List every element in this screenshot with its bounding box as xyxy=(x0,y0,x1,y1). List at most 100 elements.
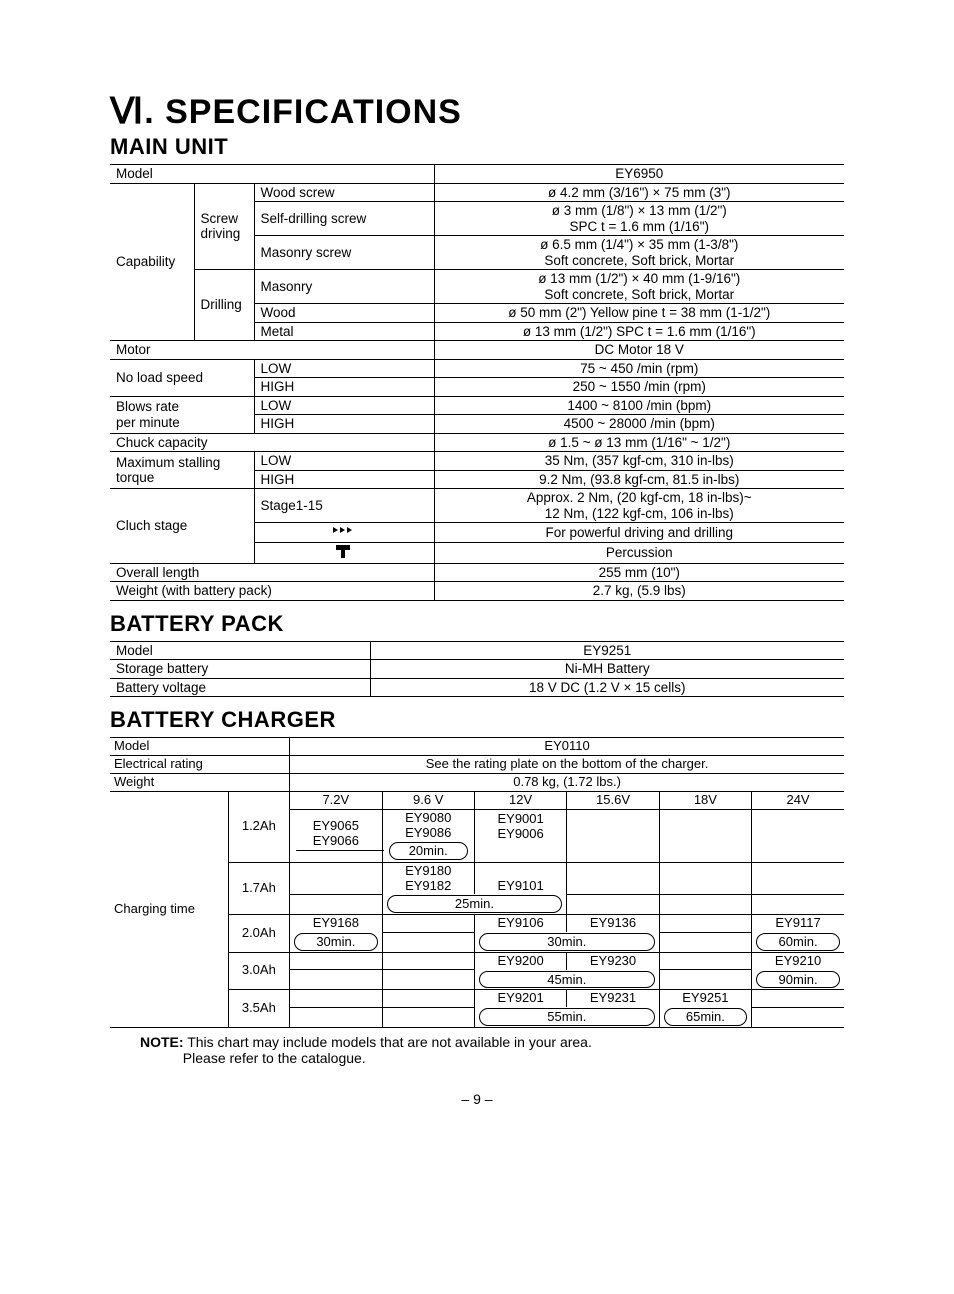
label-low: LOW xyxy=(254,359,434,378)
label-wood-screw: Wood screw xyxy=(254,183,434,202)
label-max-stall: Maximum stallingtorque xyxy=(110,452,254,489)
cell xyxy=(659,862,751,894)
cell xyxy=(290,990,382,1007)
battery-charger-heading: BATTERY CHARGER xyxy=(110,707,844,733)
cell: EY9136 xyxy=(567,915,659,932)
drill-icon xyxy=(254,523,434,542)
label-bp-model: Model xyxy=(110,641,370,660)
label-electrical: Electrical rating xyxy=(110,756,290,774)
value-drill-icon: For powerful driving and drilling xyxy=(434,523,844,542)
value-storage: Ni-MH Battery xyxy=(370,660,844,679)
value-electrical: See the rating plate on the bottom of th… xyxy=(290,756,844,774)
time-bubble: 30min. xyxy=(294,933,377,951)
cell: EY9168 xyxy=(290,915,382,932)
time-bubble: 65min. xyxy=(664,1008,747,1026)
label-30ah: 3.0Ah xyxy=(228,952,290,990)
cell xyxy=(382,952,474,969)
cell xyxy=(659,932,751,952)
cell: 30min. xyxy=(474,932,659,952)
value-br-high: 4500 ~ 28000 /min (bpm) xyxy=(434,415,844,434)
time-bubble: 25min. xyxy=(387,895,563,913)
value-model: EY6950 xyxy=(434,165,844,184)
cell: 65min. xyxy=(659,1007,751,1027)
cell xyxy=(659,970,751,990)
label-drilling: Drilling xyxy=(194,270,254,341)
value-bp-model: EY9251 xyxy=(370,641,844,660)
label-model: Model xyxy=(110,165,434,184)
label-masonry-screw: Masonry screw xyxy=(254,236,434,270)
cell xyxy=(382,932,474,952)
cell xyxy=(567,894,659,914)
label-masonry: Masonry xyxy=(254,270,434,304)
label-clutch: Cluch stage xyxy=(110,489,254,564)
label-charging-time: Charging time xyxy=(110,792,228,1027)
cell: 60min. xyxy=(752,932,844,952)
label-high: HIGH xyxy=(254,415,434,434)
hammer-icon xyxy=(254,542,434,563)
cell xyxy=(290,1007,382,1027)
battery-pack-heading: BATTERY PACK xyxy=(110,611,844,637)
note-label: NOTE: xyxy=(140,1034,184,1050)
cell: 30min. xyxy=(290,932,382,952)
value-metal: ø 13 mm (1/2") SPC t = 1.6 mm (1/16") xyxy=(434,322,844,341)
label-12ah: 1.2Ah xyxy=(228,792,290,862)
cell: EY9106 xyxy=(474,915,566,932)
cell xyxy=(382,1007,474,1027)
label-overall-length: Overall length xyxy=(110,563,434,582)
volt-header: 9.6 V xyxy=(382,792,474,810)
cell xyxy=(659,952,751,969)
label-stage: Stage1-15 xyxy=(254,489,434,523)
page-title: Ⅵ. SPECIFICATIONS xyxy=(110,90,844,132)
cell: EY9001EY9006 xyxy=(474,810,566,862)
cell xyxy=(752,990,844,1007)
volt-header: 24V xyxy=(752,792,844,810)
cell xyxy=(382,915,474,932)
cell: EY9080EY908620min. xyxy=(382,810,474,862)
value-masonry-screw: ø 6.5 mm (1/4") × 35 mm (1-3/8")Soft con… xyxy=(434,236,844,270)
label-weight: Weight (with battery pack) xyxy=(110,582,434,601)
label-wood: Wood xyxy=(254,304,434,323)
value-overall-length: 255 mm (10") xyxy=(434,563,844,582)
cell xyxy=(382,970,474,990)
label-self-drilling: Self-drilling screw xyxy=(254,202,434,236)
volt-header: 18V xyxy=(659,792,751,810)
label-35ah: 3.5Ah xyxy=(228,990,290,1028)
label-voltage: Battery voltage xyxy=(110,678,370,697)
cell: 90min. xyxy=(752,970,844,990)
value-ms-low: 35 Nm, (357 kgf-cm, 310 in-lbs) xyxy=(434,452,844,471)
cell: EY9180EY9182 xyxy=(382,862,474,894)
cell: 45min. xyxy=(474,970,659,990)
cell: EY9201 xyxy=(474,990,566,1007)
value-wood: ø 50 mm (2") Yellow pine t = 38 mm (1-1/… xyxy=(434,304,844,323)
cell: 25min. xyxy=(382,894,567,914)
battery-pack-table: Model EY9251 Storage battery Ni-MH Batte… xyxy=(110,641,844,698)
value-nls-high: 250 ~ 1550 /min (rpm) xyxy=(434,378,844,397)
cell: EY9210 xyxy=(752,952,844,969)
label-capability: Capability xyxy=(110,183,194,341)
label-chuck: Chuck capacity xyxy=(110,433,434,452)
cell: EY9251 xyxy=(659,990,751,1007)
time-bubble: 60min. xyxy=(756,933,840,951)
cell xyxy=(752,810,844,862)
value-stage: Approx. 2 Nm, (20 kgf-cm, 18 in-lbs)~12 … xyxy=(434,489,844,523)
label-bc-model: Model xyxy=(110,738,290,756)
time-bubble: 90min. xyxy=(756,971,840,989)
value-ms-high: 9.2 Nm, (93.8 kgf-cm, 81.5 in-lbs) xyxy=(434,470,844,489)
cell xyxy=(659,894,751,914)
value-motor: DC Motor 18 V xyxy=(434,341,844,360)
label-no-load-speed: No load speed xyxy=(110,359,254,396)
title-text: . SPECIFICATIONS xyxy=(144,93,462,131)
cell xyxy=(752,862,844,894)
value-bc-weight: 0.78 kg, (1.72 lbs.) xyxy=(290,774,844,792)
label-high: HIGH xyxy=(254,470,434,489)
time-bubble: 20min. xyxy=(389,842,468,860)
section-number: Ⅵ xyxy=(110,91,144,131)
cell xyxy=(752,1007,844,1027)
cell: EY9065EY9066 xyxy=(290,810,382,862)
volt-header: 12V xyxy=(474,792,566,810)
label-low: LOW xyxy=(254,452,434,471)
label-high: HIGH xyxy=(254,378,434,397)
label-bc-weight: Weight xyxy=(110,774,290,792)
cell xyxy=(290,952,382,969)
value-nls-low: 75 ~ 450 /min (rpm) xyxy=(434,359,844,378)
